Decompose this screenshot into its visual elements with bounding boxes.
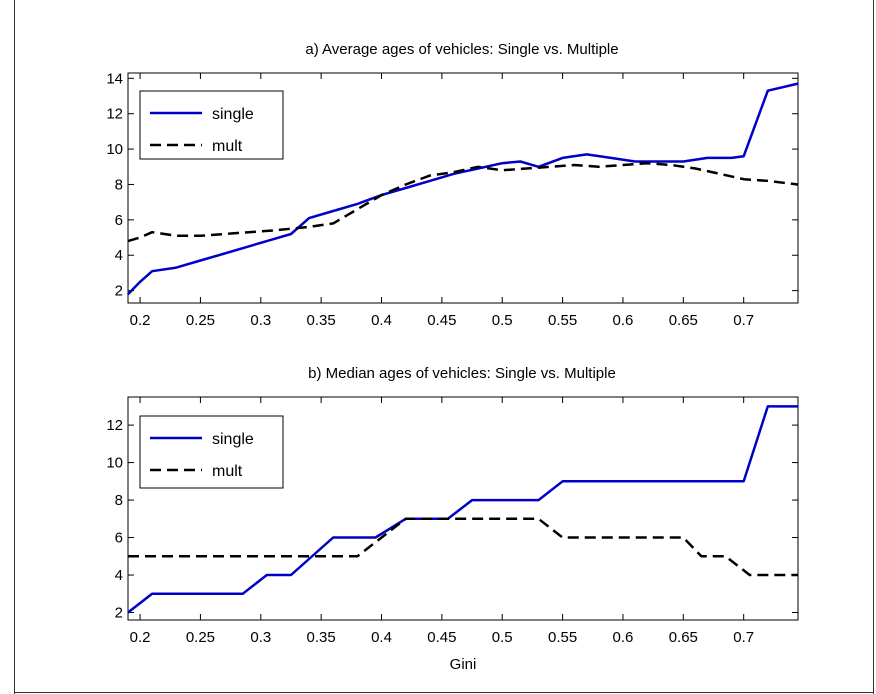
series-lines [127, 82, 799, 296]
series-line-mult [128, 517, 798, 577]
axes-ticks: 0.2 0.25 0.3 0.35 0.4 0.45 0.5 0.55 0.6 0.65 0.7 2 4… [106, 70, 798, 329]
y-tick-label: 2 [115, 605, 123, 622]
y-tick-label: 8 [115, 492, 123, 509]
x-tick-label: 0.25 [186, 312, 215, 329]
chart-title: a) Average ages of vehicles: Single vs. … [305, 41, 618, 58]
x-tick-label: 0.2 [130, 629, 151, 646]
chart-panel-median: b) Median ages of vehicles: Single vs. M… [106, 365, 799, 673]
x-tick-label: 0.3 [250, 629, 271, 646]
legend: single mult [139, 90, 284, 160]
legend: single mult [139, 415, 284, 489]
x-tick-label: 0.7 [733, 312, 754, 329]
x-tick-label: 0.45 [427, 312, 456, 329]
x-tick-label: 0.35 [307, 629, 336, 646]
legend-label-mult: mult [212, 138, 243, 155]
x-tick-label: 0.35 [307, 312, 336, 329]
y-tick-label: 12 [106, 106, 123, 123]
legend-label-mult: mult [212, 463, 243, 480]
y-tick-label: 14 [106, 70, 123, 87]
x-tick-label: 0.5 [492, 312, 513, 329]
chart-panel-average: a) Average ages of vehicles: Single vs. … [106, 41, 799, 329]
y-tick-label: 4 [115, 567, 123, 584]
chart-title: b) Median ages of vehicles: Single vs. M… [308, 365, 616, 382]
series-line-single [127, 82, 799, 296]
y-tick-label: 12 [106, 417, 123, 434]
x-tick-label: 0.55 [548, 629, 577, 646]
series-line-mult [127, 161, 799, 243]
series-lines [127, 405, 798, 614]
legend-label-single: single [212, 106, 254, 123]
x-tick-label: 0.6 [613, 629, 634, 646]
legend-box [139, 415, 284, 489]
y-tick-label: 8 [115, 176, 123, 193]
x-tick-label: 0.25 [186, 629, 215, 646]
x-tick-label: 0.45 [427, 629, 456, 646]
y-tick-label: 10 [106, 455, 123, 472]
axes-ticks: 0.2 0.25 0.3 0.35 0.4 0.45 0.5 0.55 0.6 0.65 0.7 2 4… [106, 397, 798, 646]
x-tick-label: 0.6 [613, 312, 634, 329]
x-tick-label: 0.65 [669, 629, 698, 646]
y-tick-label: 6 [115, 530, 123, 547]
x-tick-label: 0.3 [250, 312, 271, 329]
y-tick-label: 10 [106, 141, 123, 158]
legend-label-single: single [212, 431, 254, 448]
x-tick-label: 0.5 [492, 629, 513, 646]
y-tick-label: 2 [115, 283, 123, 300]
x-tick-label: 0.55 [548, 312, 577, 329]
x-axis-label: Gini [450, 656, 477, 673]
y-tick-label: 4 [115, 247, 123, 264]
x-tick-label: 0.4 [371, 629, 392, 646]
y-tick-label: 6 [115, 212, 123, 229]
legend-box [139, 90, 284, 160]
x-tick-label: 0.2 [130, 312, 151, 329]
x-tick-label: 0.65 [669, 312, 698, 329]
x-tick-label: 0.7 [733, 629, 754, 646]
x-tick-label: 0.4 [371, 312, 392, 329]
